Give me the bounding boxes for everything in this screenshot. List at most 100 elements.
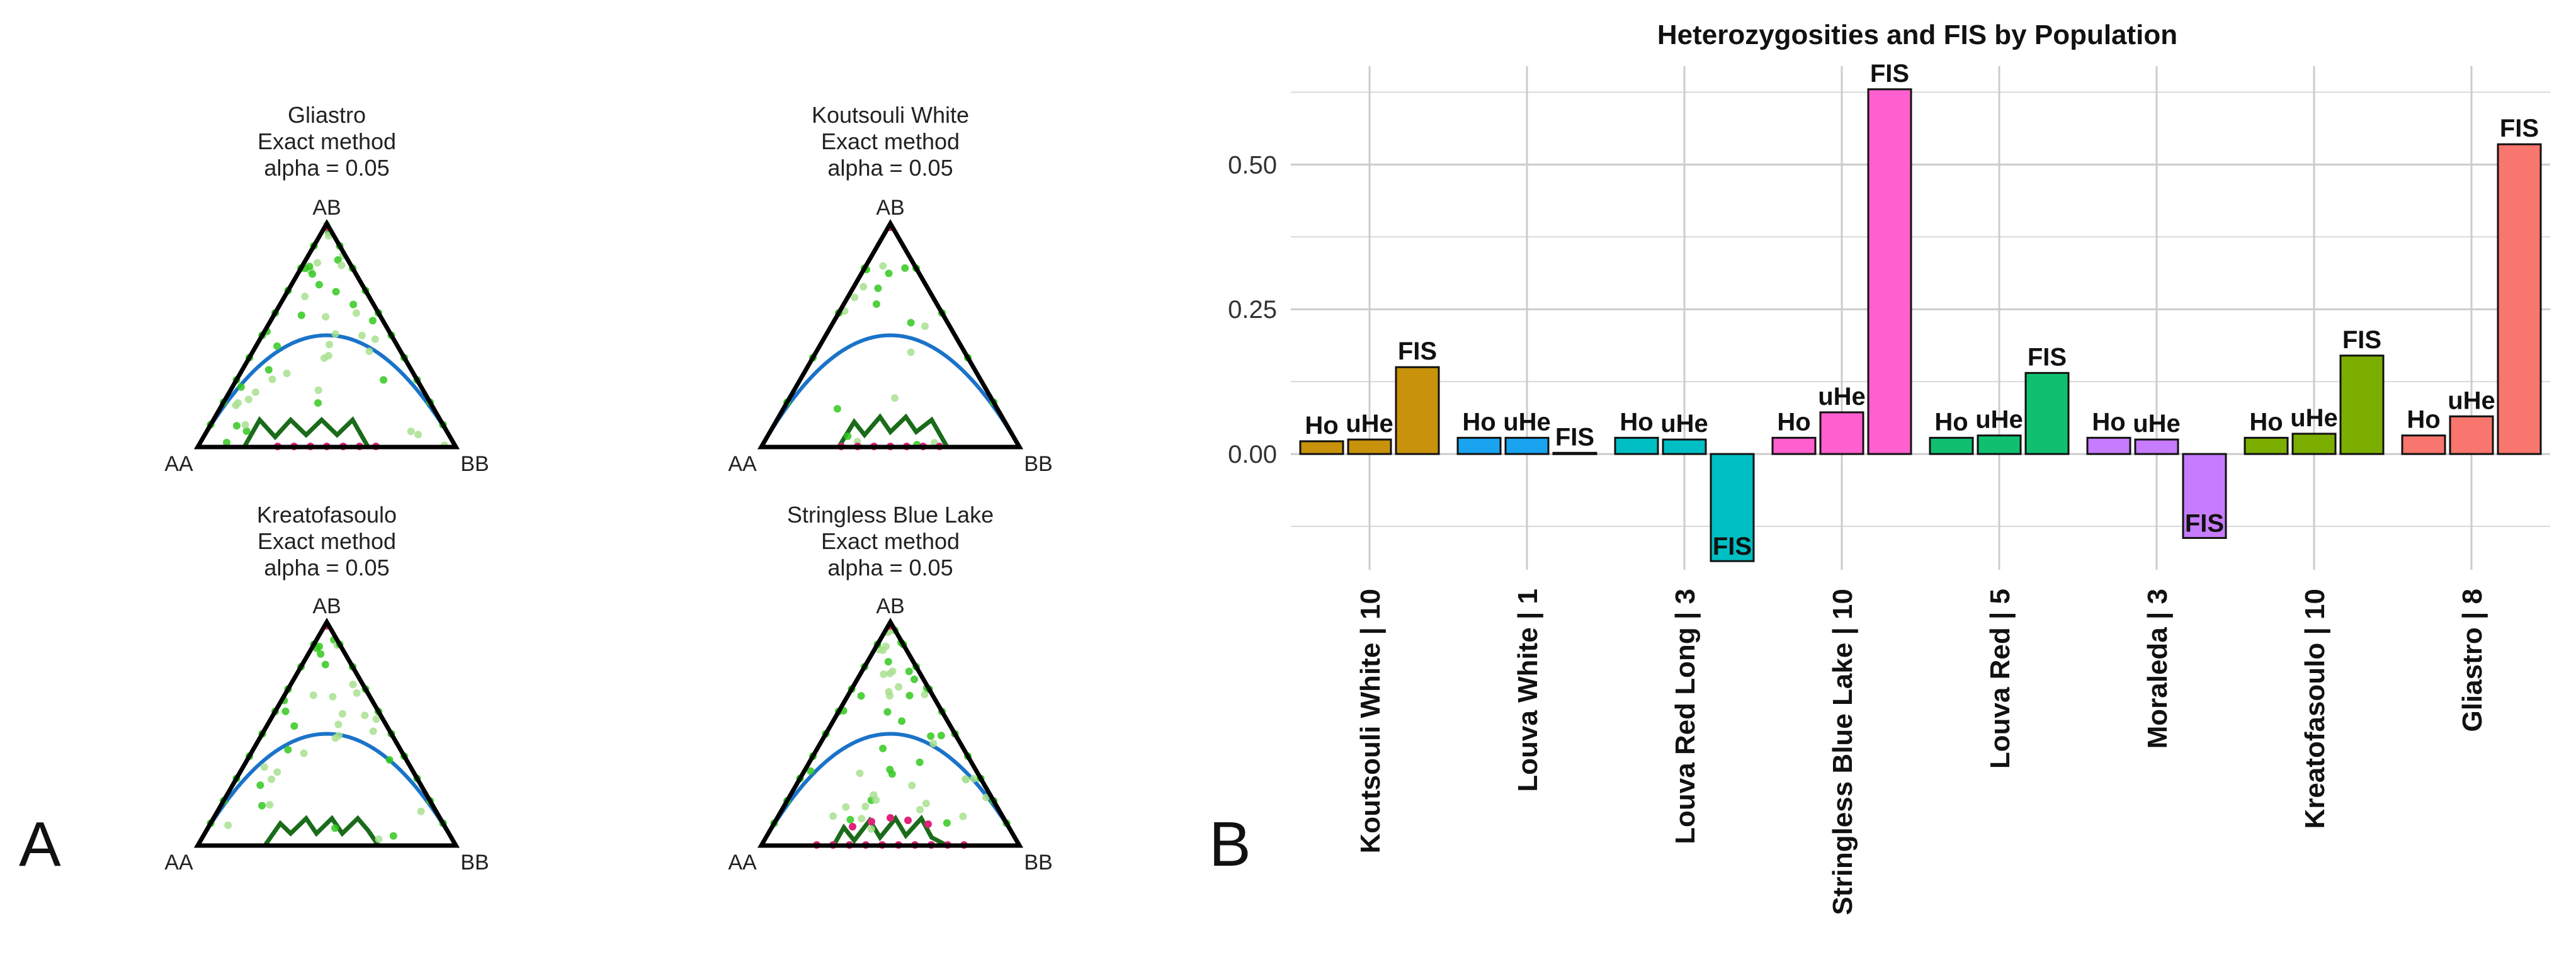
ternary-diagram: AB AA BB	[728, 196, 1052, 476]
bar-label: FIS	[1870, 60, 1909, 88]
snp-point	[321, 354, 328, 362]
snp-point	[375, 835, 383, 843]
snp-point	[844, 432, 852, 440]
vertex-label-bb: BB	[460, 851, 489, 875]
snp-point	[338, 710, 346, 718]
snp-point	[867, 825, 875, 833]
vertex-label-ab: AB	[876, 196, 904, 220]
bar-fis	[1552, 451, 1597, 455]
bar-label: Ho	[2249, 408, 2283, 436]
bar-uhe	[2291, 433, 2337, 455]
panel-b-bar-chart: B Heterozygosities and FIS by Population…	[1209, 20, 2550, 915]
bar-label: Ho	[1934, 408, 1968, 436]
snp-point	[321, 660, 329, 669]
bar-fis	[2024, 371, 2070, 455]
plot-alpha: alpha = 0.05	[264, 555, 389, 580]
bar-fis	[2182, 453, 2227, 539]
snp-point	[260, 763, 268, 771]
hwe-curve	[196, 732, 458, 847]
snp-point	[856, 769, 864, 778]
snp-point	[309, 270, 317, 278]
snp-point	[861, 803, 870, 810]
acceptance-band	[831, 814, 948, 848]
vertex-label-bb: BB	[460, 452, 489, 476]
chart-bars	[1299, 88, 2542, 562]
snp-point	[297, 311, 305, 319]
y-tick-label: 0.50	[1228, 151, 1277, 179]
bar-label: Ho	[1462, 408, 1495, 436]
bar-label: FIS	[1713, 533, 1752, 560]
snp-point	[385, 756, 394, 764]
snp-point	[331, 330, 339, 338]
snp-point	[369, 727, 377, 735]
snp-point	[338, 261, 346, 269]
plot-alpha: alpha = 0.05	[827, 555, 953, 580]
snp-point	[326, 341, 333, 349]
snp-point	[273, 768, 281, 776]
snp-point	[829, 812, 837, 820]
x-tick-label: Koutsouli White | 10	[1355, 589, 1387, 854]
bar-label: FIS	[2342, 326, 2381, 354]
snp-point	[332, 288, 340, 296]
plot-alpha: alpha = 0.05	[827, 155, 953, 181]
bar-label: Ho	[2092, 408, 2125, 436]
snp-point	[943, 819, 951, 827]
snp-point	[223, 438, 230, 446]
bar-label: Ho	[1777, 408, 1810, 436]
bar-ho	[1614, 436, 1659, 455]
snp-point	[268, 775, 276, 783]
snp-point	[921, 322, 929, 331]
snp-point	[886, 669, 894, 677]
snp-point	[300, 749, 308, 757]
panel-a-ternary-plots: A Gliastro Exact method alpha = 0.05 ABA…	[19, 102, 1053, 880]
bar-uhe	[1347, 438, 1392, 455]
vertex-label-bb: BB	[1024, 851, 1052, 875]
y-axis-ticks: 0.00 0.25 0.50	[1228, 151, 1277, 468]
acceptance-band	[242, 416, 399, 450]
bar-uhe	[1819, 411, 1864, 455]
snp-point	[927, 732, 935, 740]
snp-point	[268, 375, 276, 383]
outlier-point	[904, 817, 912, 824]
plot-title: Stringless Blue Lake	[787, 502, 994, 528]
snp-point	[885, 269, 893, 278]
panel-a-letter: A	[19, 809, 61, 880]
vertex-label-aa: AA	[728, 452, 757, 476]
snp-point	[833, 405, 841, 413]
plot-title: Kreatofasoulo	[257, 502, 397, 528]
snp-point	[232, 422, 241, 430]
ternary-plot-stringless-blue-lake: Stringless Blue Lake Exact method alpha …	[728, 502, 1052, 875]
bar-ho	[1299, 440, 1344, 455]
snp-point	[907, 319, 915, 327]
y-tick-label: 0.25	[1228, 296, 1277, 324]
x-tick-label: Louva White | 1	[1512, 589, 1544, 792]
bar-label: uHe	[1660, 410, 1708, 438]
snp-point	[264, 366, 273, 374]
bar-fis	[2497, 143, 2542, 455]
vertex-label-aa: AA	[728, 851, 757, 875]
bar-label: FIS	[1555, 423, 1594, 451]
snp-point	[898, 717, 906, 725]
snp-point	[322, 313, 330, 321]
snp-point	[870, 791, 878, 799]
snp-point	[317, 650, 325, 658]
snp-point	[907, 348, 915, 356]
snp-point	[266, 801, 274, 809]
bar-ho	[1771, 436, 1817, 455]
hwe-curve	[759, 333, 1021, 448]
snp-point	[349, 300, 358, 309]
snp-point	[365, 348, 373, 355]
plot-method: Exact method	[258, 128, 396, 154]
snp-point	[232, 401, 240, 409]
snp-point	[879, 744, 887, 752]
snp-point	[851, 293, 859, 302]
bar-label: uHe	[2448, 387, 2495, 414]
chart-title: Heterozygosities and FIS by Population	[1657, 20, 2177, 50]
snp-point	[284, 745, 292, 754]
snp-point	[911, 676, 918, 683]
chart-gridlines	[1291, 66, 2550, 570]
x-tick-label: Stringless Blue Lake | 10	[1827, 589, 1859, 915]
outlier-point	[924, 820, 932, 828]
plot-method: Exact method	[821, 128, 960, 154]
bar-uhe	[2449, 415, 2494, 455]
